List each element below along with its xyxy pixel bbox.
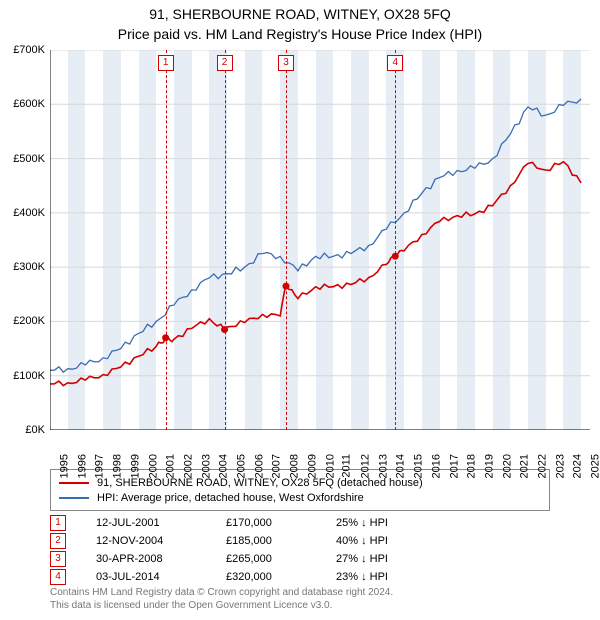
x-axis-tick: 2020 <box>501 454 513 478</box>
table-cell-index: 1 <box>50 515 66 531</box>
x-axis-tick: 2019 <box>483 454 495 478</box>
x-axis-tick: 1998 <box>112 454 124 478</box>
x-axis-tick: 2006 <box>253 454 265 478</box>
x-axis-tick: 2012 <box>359 454 371 478</box>
sales-table: 1 12-JUL-2001£170,00025% ↓ HPI 2 12-NOV-200… <box>50 514 456 586</box>
table-row: 1 12-JUL-2001£170,00025% ↓ HPI <box>50 514 456 532</box>
x-axis-tick: 2016 <box>430 454 442 478</box>
series-hpi-line <box>50 99 581 372</box>
table-row: 3 30-APR-2008£265,00027% ↓ HPI <box>50 550 456 568</box>
sale-marker-badge: 1 <box>158 55 174 71</box>
legend-row-hpi: HPI: Average price, detached house, West… <box>59 490 541 505</box>
y-axis-tick: £400K <box>13 207 45 219</box>
table-row: 4 03-JUL-2014£320,00023% ↓ HPI <box>50 568 456 586</box>
table-cell-price: £265,000 <box>226 553 336 565</box>
x-axis-tick: 1997 <box>94 454 106 478</box>
y-axis-tick: £100K <box>13 370 45 382</box>
footer-line-2: This data is licensed under the Open Gov… <box>50 599 580 612</box>
sale-marker-line <box>225 50 226 430</box>
x-axis-tick: 2004 <box>218 454 230 478</box>
table-cell-date: 12-JUL-2001 <box>96 517 226 529</box>
x-axis-tick: 2018 <box>466 454 478 478</box>
sale-marker-line <box>286 50 287 430</box>
x-axis-tick: 1996 <box>76 454 88 478</box>
x-axis-tick: 1995 <box>58 454 70 478</box>
x-axis-tick: 2017 <box>448 454 460 478</box>
x-axis-tick: 1999 <box>129 454 141 478</box>
x-axis-tick: 2007 <box>271 454 283 478</box>
table-cell-date: 30-APR-2008 <box>96 553 226 565</box>
table-cell-diff: 23% ↓ HPI <box>336 571 456 583</box>
x-axis-tick: 2011 <box>341 454 353 478</box>
x-axis-tick: 2008 <box>289 454 301 478</box>
chart-title-main: 91, SHERBOURNE ROAD, WITNEY, OX28 5FQ <box>0 6 600 22</box>
table-cell-diff: 40% ↓ HPI <box>336 535 456 547</box>
chart-plot-area: 1 2 3 4 <box>50 50 590 430</box>
x-axis-tick: 2015 <box>413 454 425 478</box>
x-axis-tick: 2001 <box>165 454 177 478</box>
x-axis-tick: 2023 <box>554 454 566 478</box>
y-axis-tick: £700K <box>13 44 45 56</box>
legend-swatch-hpi <box>59 497 89 499</box>
table-row: 2 12-NOV-2004£185,00040% ↓ HPI <box>50 532 456 550</box>
x-axis-tick: 2000 <box>147 454 159 478</box>
x-axis-tick: 2003 <box>200 454 212 478</box>
sale-marker-badge: 2 <box>217 55 233 71</box>
table-cell-diff: 25% ↓ HPI <box>336 517 456 529</box>
sale-marker-line <box>166 50 167 430</box>
y-axis-tick: £200K <box>13 315 45 327</box>
x-axis-tick: 2025 <box>590 454 600 478</box>
table-cell-diff: 27% ↓ HPI <box>336 553 456 565</box>
x-axis-tick: 2002 <box>182 454 194 478</box>
table-cell-date: 12-NOV-2004 <box>96 535 226 547</box>
x-axis-tick: 2014 <box>395 454 407 478</box>
y-axis-tick: £300K <box>13 261 45 273</box>
y-axis-tick: £600K <box>13 98 45 110</box>
series-property-line <box>50 162 581 386</box>
x-axis-tick: 2013 <box>377 454 389 478</box>
x-axis-tick: 2022 <box>537 454 549 478</box>
table-cell-price: £185,000 <box>226 535 336 547</box>
table-cell-index: 3 <box>50 551 66 567</box>
table-cell-index: 4 <box>50 569 66 585</box>
x-axis-tick: 2010 <box>324 454 336 478</box>
x-axis-tick: 2005 <box>236 454 248 478</box>
y-axis-tick: £0K <box>25 424 45 436</box>
table-cell-date: 03-JUL-2014 <box>96 571 226 583</box>
sale-marker-badge: 4 <box>387 55 403 71</box>
table-cell-index: 2 <box>50 533 66 549</box>
table-cell-price: £320,000 <box>226 571 336 583</box>
x-axis-tick: 2024 <box>572 454 584 478</box>
legend-swatch-property <box>59 482 89 484</box>
sale-marker-badge: 3 <box>278 55 294 71</box>
footer-attribution: Contains HM Land Registry data © Crown c… <box>50 586 580 612</box>
table-cell-price: £170,000 <box>226 517 336 529</box>
footer-line-1: Contains HM Land Registry data © Crown c… <box>50 586 580 599</box>
sale-marker-line <box>395 50 396 430</box>
chart-title-sub: Price paid vs. HM Land Registry's House … <box>0 26 600 42</box>
y-axis-tick: £500K <box>13 153 45 165</box>
x-axis-tick: 2021 <box>519 454 531 478</box>
x-axis-tick: 2009 <box>306 454 318 478</box>
legend-label-hpi: HPI: Average price, detached house, West… <box>97 492 364 504</box>
